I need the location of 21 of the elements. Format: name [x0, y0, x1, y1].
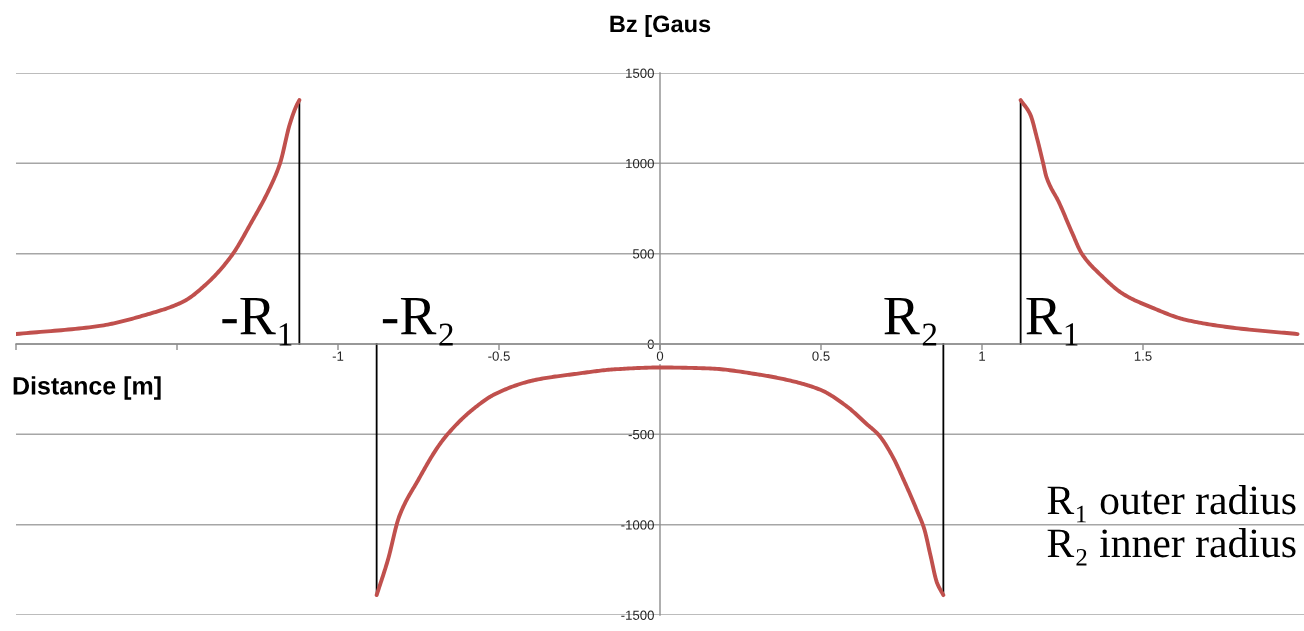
annotation: R₂ inner radius: [1047, 528, 1296, 566]
ref-line-label: -R₂: [382, 297, 453, 346]
y-tick-label: 0: [647, 339, 654, 349]
y-tick-label: -500: [628, 429, 654, 440]
y-tick-label: 500: [632, 249, 654, 259]
x-tick-label: -1: [332, 351, 344, 361]
ref-line-label: R₁: [1026, 297, 1078, 346]
y-axis-title: Bz [Gaus: [610, 15, 711, 37]
x-tick-label: 0.5: [812, 351, 830, 361]
y-tick-label: -1000: [621, 520, 654, 530]
ref-line-label: R₂: [884, 297, 937, 346]
y-tick-label: 1000: [626, 158, 654, 169]
y-tick-label: 1500: [626, 68, 654, 78]
x-tick-label: 1: [979, 351, 986, 361]
ref-line-label: -R₁: [222, 297, 292, 346]
annotation: R₁ outer radius: [1047, 485, 1296, 523]
x-axis-title: Distance [m]: [13, 376, 161, 400]
x-tick-label: 1.5: [1134, 351, 1152, 361]
y-tick-label: -1500: [621, 610, 654, 620]
x-tick-label: 0: [656, 351, 664, 361]
x-tick-label: -0.5: [488, 351, 510, 361]
